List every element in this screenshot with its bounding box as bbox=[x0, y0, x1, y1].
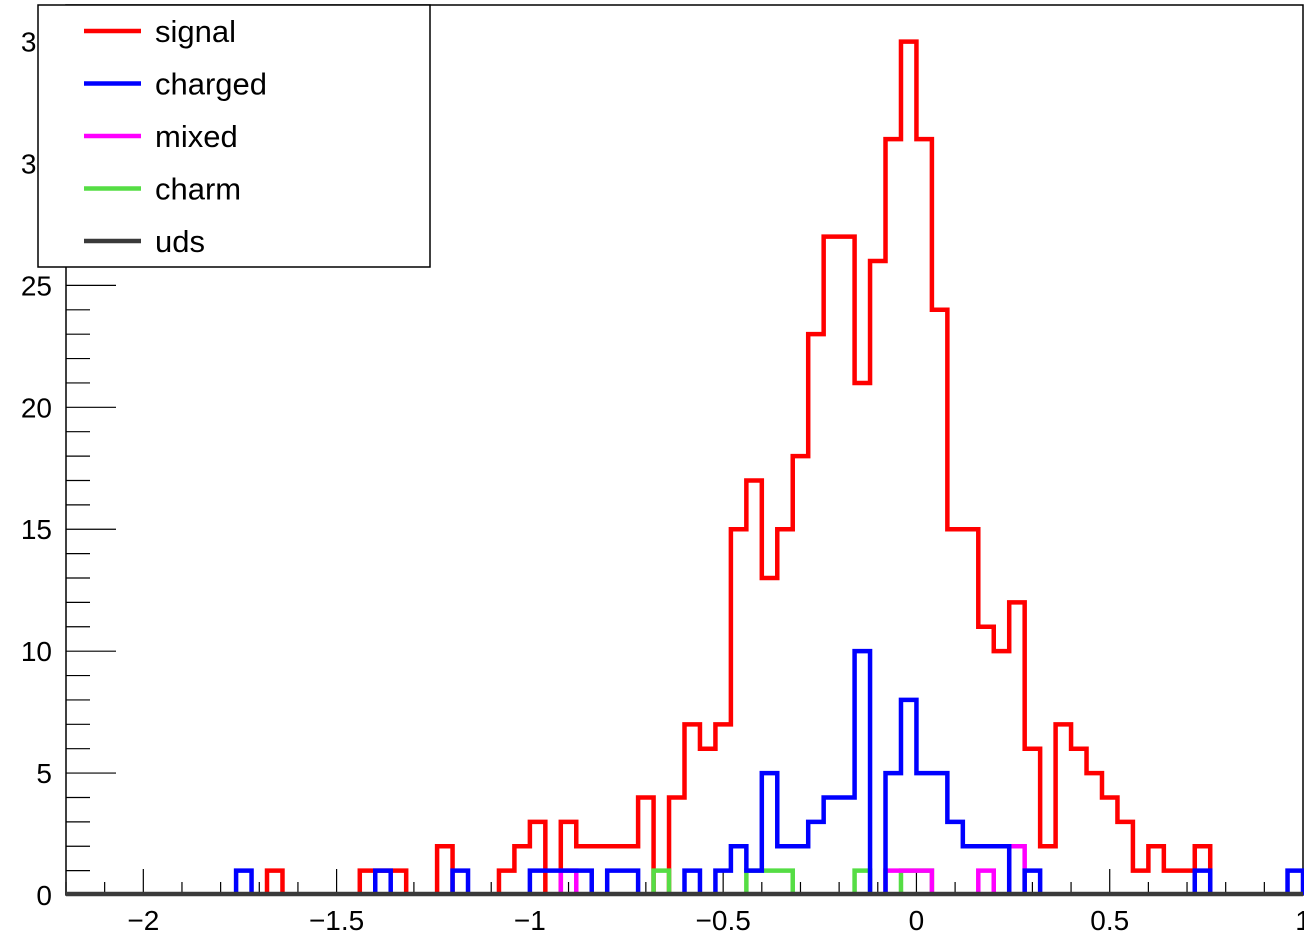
x-tick-label: −2 bbox=[127, 905, 159, 936]
x-tick-label: −0.5 bbox=[696, 905, 751, 936]
x-tick-label: −1.5 bbox=[309, 905, 364, 936]
legend-label: charm bbox=[155, 172, 241, 207]
x-tick-label: −1 bbox=[514, 905, 546, 936]
y-tick-label: 10 bbox=[21, 636, 52, 667]
legend-label: charged bbox=[155, 67, 267, 102]
legend-item-mixed: mixed bbox=[84, 119, 238, 154]
series-charged bbox=[233, 648, 1304, 895]
legend-item-signal: signal bbox=[84, 14, 236, 49]
x-tick-label: 1 bbox=[1295, 905, 1304, 936]
series-layer bbox=[66, 39, 1304, 897]
x-tick-label: 0.5 bbox=[1090, 905, 1129, 936]
legend-label: uds bbox=[155, 224, 205, 259]
legend-item-uds: uds bbox=[84, 224, 205, 259]
y-tick-label: 20 bbox=[21, 392, 52, 423]
legend-item-charm: charm bbox=[84, 172, 241, 207]
x-tick-label: 0 bbox=[909, 905, 925, 936]
legend-label: signal bbox=[155, 14, 236, 49]
series-charged-line bbox=[233, 648, 1304, 895]
legend-item-charged: charged bbox=[84, 67, 267, 102]
y-tick-label: 5 bbox=[36, 758, 52, 789]
legend-label: mixed bbox=[155, 119, 238, 154]
y-tick-label: 15 bbox=[21, 514, 52, 545]
series-charm bbox=[651, 868, 935, 895]
series-charm-line bbox=[651, 868, 935, 895]
legend: signal charged mixed charm uds bbox=[37, 4, 431, 268]
y-tick-label: 0 bbox=[36, 880, 52, 911]
y-tick-label: 25 bbox=[21, 270, 52, 301]
